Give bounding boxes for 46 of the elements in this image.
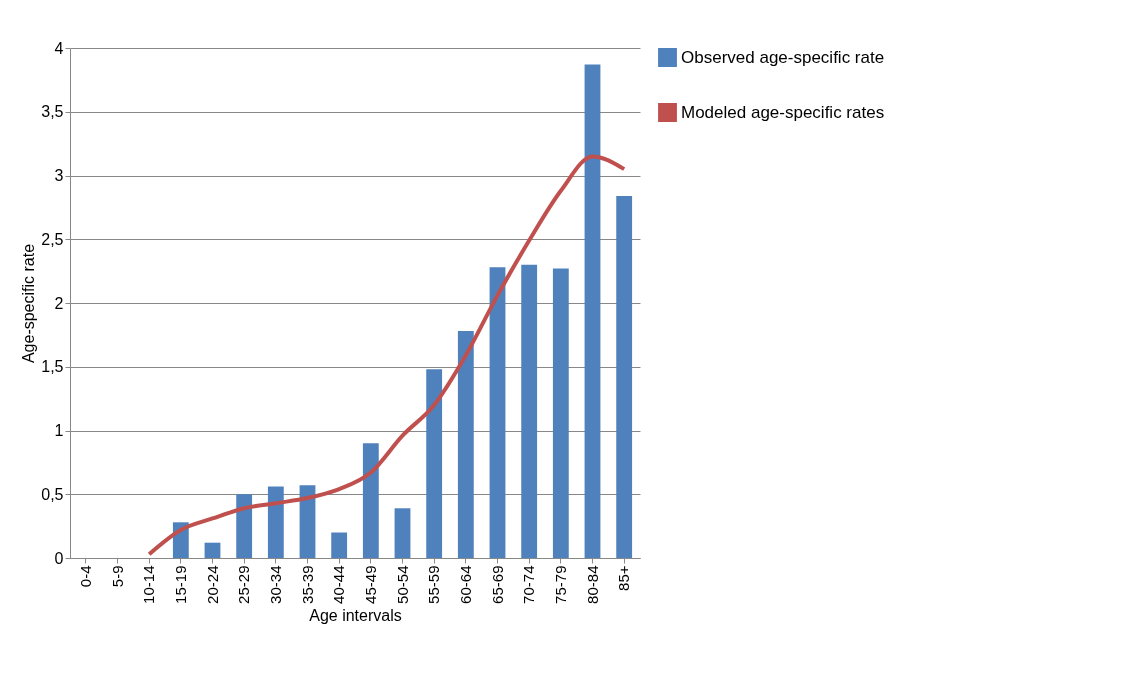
- x-tick-label: 45-49: [361, 565, 379, 604]
- x-tick-label: 10-14: [140, 565, 158, 604]
- bar: [267, 486, 284, 558]
- bar: [331, 532, 348, 558]
- legend-label: Observed age-specific rate: [681, 47, 885, 67]
- y-axis-title: Age-specific rate: [20, 243, 38, 364]
- bar: [394, 508, 411, 558]
- bar: [299, 485, 316, 558]
- y-tick-label: 2,5: [41, 230, 64, 248]
- x-tick-label: 65-69: [488, 565, 506, 604]
- x-axis-title: Age intervals: [309, 606, 402, 624]
- bar: [489, 267, 506, 558]
- y-tick-label: 0,5: [41, 485, 64, 503]
- x-tick-label: 70-74: [520, 565, 538, 604]
- x-tick-label: 75-79: [551, 565, 569, 604]
- bar: [521, 264, 538, 558]
- y-tick-label: 3: [54, 167, 64, 184]
- bar: [457, 331, 474, 558]
- bar: [362, 443, 379, 558]
- x-tick-label: 20-24: [203, 565, 221, 604]
- x-tick-label: 80-84: [583, 565, 601, 604]
- bar: [204, 542, 221, 558]
- y-tick-label: 1,5: [41, 358, 64, 376]
- x-tick-label: 30-34: [266, 565, 284, 604]
- x-tick-label: 35-39: [298, 565, 316, 604]
- legend-label: Modeled age-specific rates: [681, 102, 885, 122]
- bar: [552, 268, 569, 558]
- y-tick-label: 3,5: [41, 103, 64, 121]
- y-tick-label: 0: [54, 549, 64, 567]
- x-tick-label: 5-9: [108, 565, 126, 588]
- x-tick-label: 25-29: [235, 565, 253, 604]
- bar: [426, 369, 443, 558]
- y-tick-label: 4: [54, 39, 64, 57]
- y-tick-label: 1: [54, 422, 64, 439]
- x-tick-label: 40-44: [330, 565, 348, 604]
- bar: [616, 195, 633, 558]
- bar: [236, 494, 253, 558]
- x-tick-label: 60-64: [456, 565, 474, 604]
- bar: [584, 64, 601, 558]
- x-tick-label: 15-19: [171, 565, 189, 604]
- line-series: [147, 154, 627, 557]
- x-tick-label: 55-59: [425, 565, 443, 604]
- y-tick-label: 2: [54, 294, 64, 312]
- x-tick-label: 0-4: [76, 565, 94, 588]
- x-tick-label: 85+: [615, 565, 633, 591]
- x-tick-label: 50-54: [393, 565, 411, 604]
